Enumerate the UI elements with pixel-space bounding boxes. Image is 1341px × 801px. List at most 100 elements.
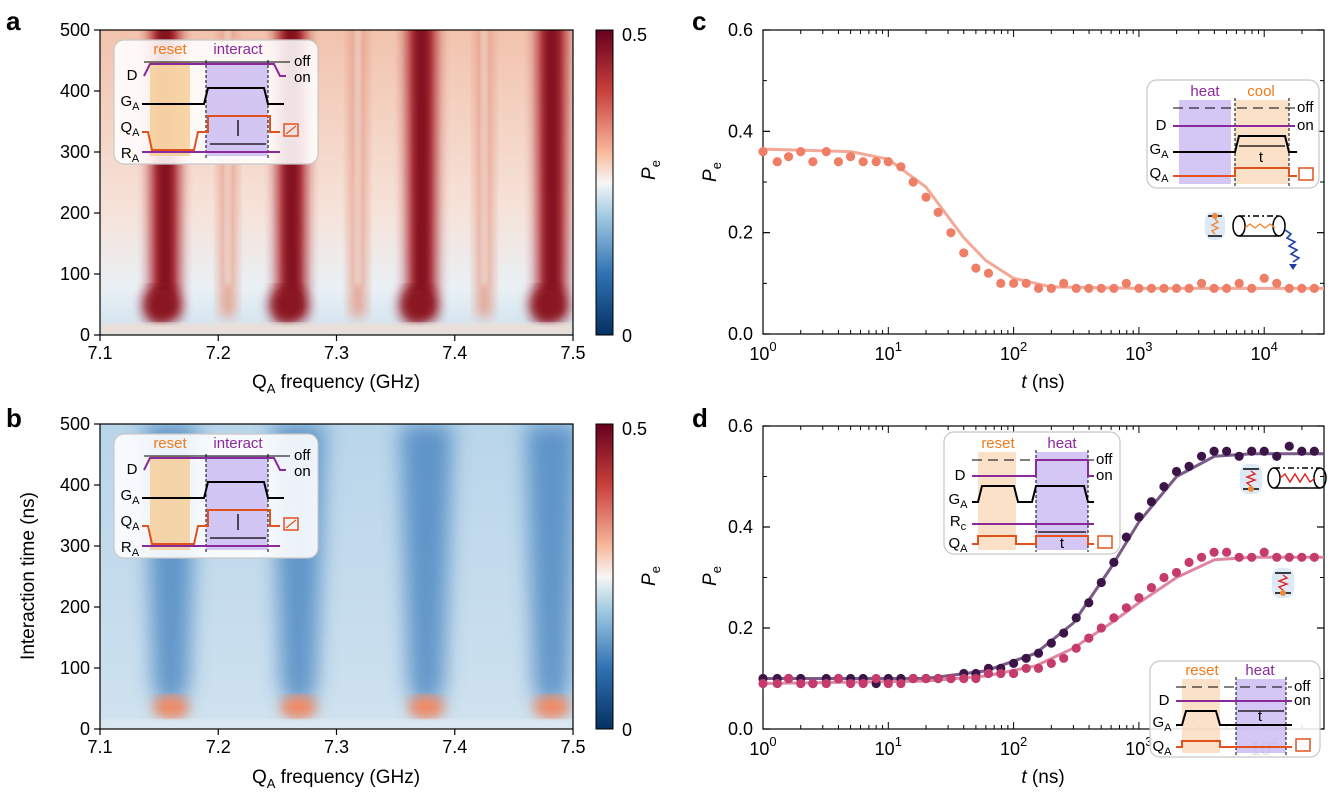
x-tick-label: 7.5 (560, 343, 585, 363)
data-point (833, 673, 844, 684)
x-tick-label: 7.4 (442, 343, 467, 363)
inset-label: interact (213, 435, 263, 452)
data-point (1033, 663, 1044, 674)
inset-subscript: c (961, 521, 967, 533)
resonance-band (525, 424, 573, 709)
data-point (1009, 278, 1019, 288)
data-point (1084, 598, 1094, 608)
meter-needle (285, 519, 297, 529)
q-line (972, 535, 1094, 545)
resonance-foot (152, 695, 189, 719)
data-point (1234, 552, 1244, 562)
data-point (1033, 648, 1044, 658)
data-point (1109, 283, 1119, 293)
data-point (1209, 547, 1219, 557)
data-point (772, 678, 782, 689)
resonance-foot (408, 695, 445, 719)
colorbar-max: 0.5 (622, 419, 647, 439)
y-tick-label: 0 (80, 719, 90, 739)
data-point (1272, 451, 1282, 461)
inset-label: reset (153, 41, 187, 58)
inset-label: off (294, 53, 311, 70)
y-tick-label: 400 (60, 81, 90, 101)
colorbar-min: 0 (622, 326, 632, 346)
y-tick-label: 500 (60, 20, 90, 40)
data-point (1171, 567, 1182, 578)
heat-shade (1036, 452, 1088, 550)
data-point (808, 157, 818, 167)
interact-shade (206, 456, 268, 550)
g-line (1176, 710, 1292, 726)
data-point (1096, 283, 1106, 293)
inset-label: heat (1047, 435, 1077, 452)
reset-shade (150, 456, 190, 550)
data-point (821, 678, 831, 689)
y-axis-label: Pe (700, 566, 724, 586)
data-point (1171, 283, 1182, 293)
y-tick-label: 0.4 (728, 517, 753, 537)
resonance-foot (399, 285, 436, 325)
data-point (883, 157, 893, 167)
data-point (1134, 512, 1144, 522)
y-tick-label: 0.2 (728, 223, 753, 243)
y-tick-label: 0.6 (728, 20, 753, 40)
y-tick-label: 0.0 (728, 324, 753, 344)
resonance-gap (355, 30, 360, 285)
data-point (1222, 547, 1232, 557)
colorbar (595, 29, 614, 336)
data-point (871, 673, 881, 684)
x-tick-exponent: 1 (895, 339, 902, 354)
panel-label-a: a (6, 6, 21, 36)
data-point (1071, 613, 1081, 623)
data-point (1184, 461, 1194, 471)
x-tick-label: 7.3 (324, 343, 349, 363)
data-point (1134, 593, 1144, 603)
data-point (1297, 283, 1307, 293)
x-tick-exponent: 1 (895, 734, 902, 749)
x-tick-exponent: 3 (1145, 339, 1152, 354)
data-point (1272, 552, 1282, 562)
data-point (858, 678, 868, 689)
y-tick-label: 0.4 (728, 121, 753, 141)
inset-subscript: A (960, 543, 968, 555)
inset-label: on (1096, 467, 1113, 484)
inset-label: reset (1185, 662, 1219, 679)
data-point (1222, 283, 1232, 293)
data-point (1059, 653, 1069, 663)
data-point (1109, 613, 1119, 623)
heatmap-panel-b: 7.1 7.2 7.3 7.4 7.5 0 100 200 300 400 500 QA frequ… (18, 414, 663, 791)
data-point (1297, 446, 1307, 456)
inset-subscript: A (1161, 173, 1169, 185)
inset-label: heat (1245, 662, 1275, 679)
inset-subscript: A (132, 547, 140, 559)
inset-box (1146, 79, 1320, 189)
data-point (845, 152, 856, 162)
data-point (796, 147, 806, 157)
data-point (883, 678, 893, 689)
data-point (1146, 583, 1157, 593)
data-point (1096, 623, 1106, 633)
data-point (1159, 572, 1169, 583)
data-point (996, 278, 1006, 288)
data-point (833, 157, 844, 167)
data-point (1071, 283, 1081, 293)
inset-box (943, 431, 1121, 555)
data-point (1146, 497, 1157, 507)
inset-label: D (127, 461, 138, 478)
drive-line (143, 63, 286, 77)
panel-label-c: c (692, 6, 706, 36)
q-line (142, 509, 280, 545)
inset-subscript: A (1164, 746, 1172, 758)
drive-line (143, 457, 286, 471)
data-point (896, 678, 906, 689)
data-point (1247, 283, 1257, 293)
data-point (1196, 552, 1207, 562)
inset-label: t (1060, 535, 1065, 552)
data-point (921, 673, 931, 684)
data-point (1121, 603, 1131, 613)
bottom-band (100, 719, 573, 729)
inset-label: interact (213, 41, 263, 58)
x-tick-exponent: 3 (1145, 734, 1152, 749)
data-point (1009, 658, 1019, 668)
